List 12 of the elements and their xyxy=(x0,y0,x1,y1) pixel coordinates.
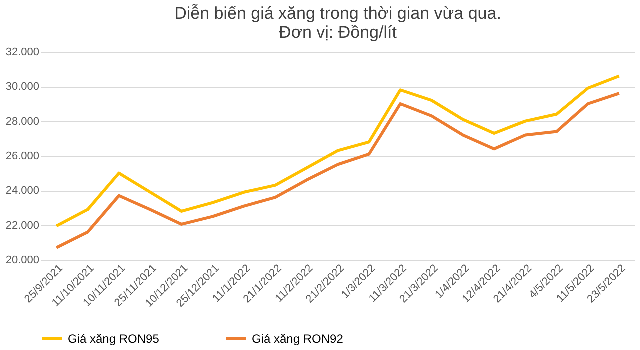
line-series xyxy=(55,92,621,250)
y-tick-label: 20.000 xyxy=(6,254,40,266)
line-series xyxy=(55,74,621,228)
y-tick-label: 28.000 xyxy=(6,116,40,128)
y-tick-label: 30.000 xyxy=(6,81,40,94)
y-tick-label: 22.000 xyxy=(6,220,40,232)
legend-label: Giá xăng RON95 xyxy=(68,332,160,346)
legend-label: Giá xăng RON92 xyxy=(252,332,344,346)
chart-title: Diễn biến giá xăng trong thời gian vừa qua. Đơn vị: Đồng/lít xyxy=(174,4,502,42)
y-tick-label: 26.000 xyxy=(6,150,40,162)
y-tick-label: 24.000 xyxy=(6,185,40,198)
y-tick-label: 32.000 xyxy=(6,46,40,58)
